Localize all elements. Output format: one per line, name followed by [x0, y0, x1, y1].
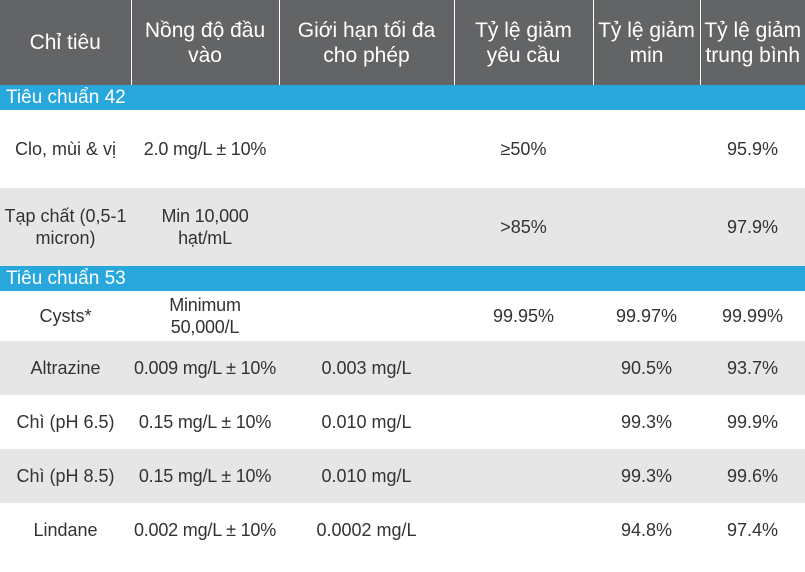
table-row: Chì (pH 8.5) 0.15 mg/L ± 10% 0.010 mg/L … [0, 449, 805, 503]
cell-required [454, 395, 593, 449]
cell-name: Chì (pH 8.5) [0, 449, 131, 503]
cell-input: 0.15 mg/L ± 10% [131, 449, 279, 503]
cell-required [454, 449, 593, 503]
filter-performance-table: Chỉ tiêu Nồng độ đầu vào Giới hạn tối đa… [0, 0, 805, 557]
cell-name: Clo, mùi & vị [0, 110, 131, 188]
table-row: Clo, mùi & vị 2.0 mg/L ± 10% ≥50% 95.9% [0, 110, 805, 188]
cell-max [279, 291, 454, 341]
cell-required [454, 503, 593, 557]
section-row: Tiêu chuẩn 53 [0, 266, 805, 291]
header-required-reduction: Tỷ lệ giảm yêu cầu [454, 0, 594, 85]
cell-min [593, 110, 700, 188]
cell-input: Minimum 50,000/L [131, 291, 279, 341]
table-row: Altrazine 0.009 mg/L ± 10% 0.003 mg/L 90… [0, 341, 805, 395]
cell-min: 94.8% [593, 503, 700, 557]
cell-avg: 93.7% [700, 341, 805, 395]
cell-min: 99.3% [593, 449, 700, 503]
cell-avg: 97.9% [700, 188, 805, 266]
cell-min: 90.5% [593, 341, 700, 395]
cell-name: Lindane [0, 503, 131, 557]
cell-name: Chì (pH 6.5) [0, 395, 131, 449]
cell-avg: 97.4% [700, 503, 805, 557]
cell-avg: 95.9% [700, 110, 805, 188]
cell-max: 0.010 mg/L [279, 449, 454, 503]
cell-input: 0.15 mg/L ± 10% [131, 395, 279, 449]
cell-avg: 99.6% [700, 449, 805, 503]
header-input-concentration: Nồng độ đầu vào [131, 0, 280, 85]
cell-avg: 99.99% [700, 291, 805, 341]
table-row: Tạp chất (0,5-1 micron) Min 10,000 hạt/m… [0, 188, 805, 266]
header-min-reduction: Tỷ lệ giảm min [593, 0, 701, 85]
cell-avg: 99.9% [700, 395, 805, 449]
cell-name: Tạp chất (0,5-1 micron) [0, 188, 131, 266]
section-title: Tiêu chuẩn 42 [0, 85, 805, 110]
cell-max [279, 110, 454, 188]
cell-max: 0.003 mg/L [279, 341, 454, 395]
cell-name: Cysts* [0, 291, 131, 341]
header-row: Chỉ tiêu Nồng độ đầu vào Giới hạn tối đa… [0, 0, 805, 85]
cell-input: 2.0 mg/L ± 10% [131, 110, 279, 188]
section-row: Tiêu chuẩn 42 [0, 85, 805, 110]
cell-min: 99.3% [593, 395, 700, 449]
cell-input: 0.002 mg/L ± 10% [131, 503, 279, 557]
cell-required: ≥50% [454, 110, 593, 188]
cell-max: 0.0002 mg/L [279, 503, 454, 557]
cell-name: Altrazine [0, 341, 131, 395]
table-row: Chì (pH 6.5) 0.15 mg/L ± 10% 0.010 mg/L … [0, 395, 805, 449]
table-row: Cysts* Minimum 50,000/L 99.95% 99.97% 99… [0, 291, 805, 341]
section-title: Tiêu chuẩn 53 [0, 266, 805, 291]
cell-input: 0.009 mg/L ± 10% [131, 341, 279, 395]
cell-required: >85% [454, 188, 593, 266]
cell-max [279, 188, 454, 266]
cell-max: 0.010 mg/L [279, 395, 454, 449]
cell-required [454, 341, 593, 395]
cell-required: 99.95% [454, 291, 593, 341]
cell-min: 99.97% [593, 291, 700, 341]
table-row: Lindane 0.002 mg/L ± 10% 0.0002 mg/L 94.… [0, 503, 805, 557]
cell-min [593, 188, 700, 266]
header-avg-reduction: Tỷ lệ giảm trung bình [700, 0, 805, 85]
header-max-allowed: Giới hạn tối đa cho phép [279, 0, 455, 85]
cell-input: Min 10,000 hạt/mL [131, 188, 279, 266]
header-criteria: Chỉ tiêu [0, 0, 132, 85]
